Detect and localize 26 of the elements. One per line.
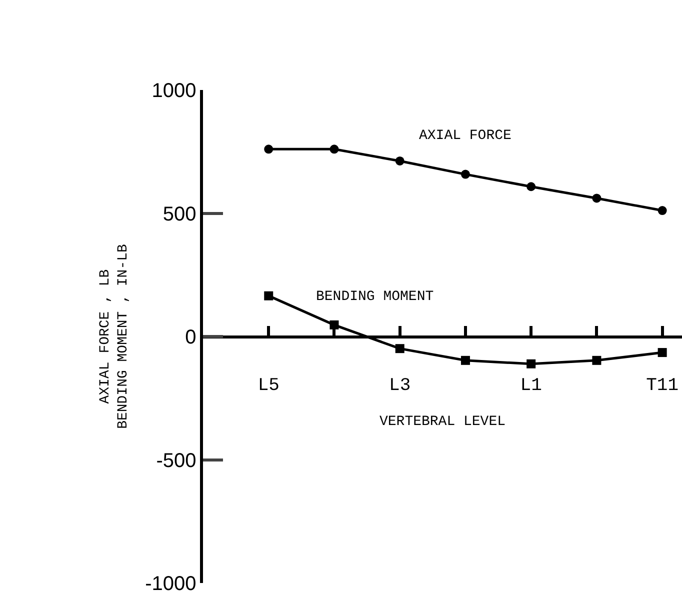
point	[658, 206, 667, 216]
point	[526, 359, 536, 368]
point	[395, 344, 404, 354]
point	[592, 356, 602, 365]
y-tick-label: -1000	[145, 573, 196, 595]
y-tick-label: -500	[156, 450, 196, 472]
y-tick-label: 500	[162, 203, 196, 226]
point	[460, 356, 470, 365]
point	[264, 144, 274, 154]
point	[330, 144, 339, 154]
series-label: BENDING MOMENT	[316, 289, 434, 305]
point	[395, 156, 404, 166]
x-tick-label: T11	[646, 376, 679, 396]
point	[460, 170, 470, 179]
x-tick-label: L5	[258, 376, 280, 396]
x-axis-title: VERTEBRAL LEVEL	[379, 414, 506, 430]
point	[526, 182, 536, 192]
point	[658, 348, 667, 358]
point	[264, 291, 274, 300]
y-tick-label: 0	[185, 326, 196, 348]
series-label: AXIAL FORCE	[419, 128, 512, 144]
y-tick-label: 1000	[152, 80, 196, 102]
y-axis-title: AXIAL FORCE , LB BENDING MOMENT , IN-LB	[97, 244, 132, 429]
x-tick-label: L3	[389, 376, 411, 396]
point	[592, 194, 602, 203]
x-tick-label: L1	[520, 376, 542, 396]
